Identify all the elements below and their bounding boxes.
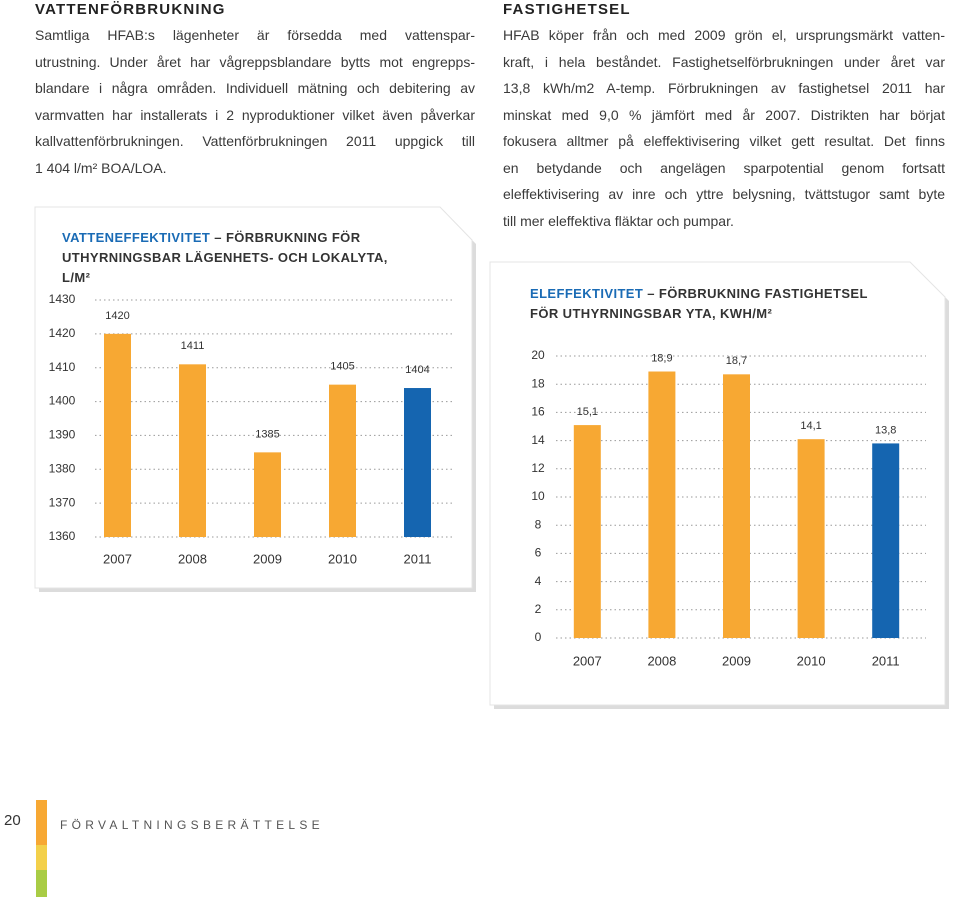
value-label: 18,7 [726,355,747,367]
y-tick-label: 12 [531,461,545,475]
y-tick-label: 1420 [49,326,76,340]
paragraph: HFAB köper från och med 2009 grön el, ur… [503,22,945,234]
text-line: Samtliga HFAB:s lägenheter är försedda m… [35,27,475,43]
x-tick-label: 2009 [722,653,751,668]
footer-section: FÖRVALTNINGSBERÄTTELSE [60,818,324,832]
bar [179,364,206,537]
chart-title: VATTENEFFEKTIVITET – FÖRBRUKNING FÖR UTH… [62,228,402,288]
heading: FASTIGHETSEL [503,1,631,18]
paragraph: Samtliga HFAB:s lägenheter är försedda m… [35,22,475,181]
bar [872,443,900,638]
bar [254,452,281,537]
value-label: 14,1 [800,420,821,432]
y-tick-label: 10 [531,489,545,503]
x-tick-label: 2007 [573,653,602,668]
bar [404,388,431,537]
y-tick-label: 1370 [49,495,76,509]
text-line: kraft, i hela beståndet. Fastighetselför… [503,53,945,70]
y-tick-label: 14 [531,433,545,447]
value-label: 13,8 [875,424,896,436]
x-tick-label: 2011 [404,551,432,566]
chart-subtitle: – FÖRBRUKNING FASTIGHETSEL FÖR UTHYRNING… [530,286,868,321]
y-tick-label: 1400 [49,394,76,408]
bar [797,439,825,638]
text-line: fokusera alltmer på eleffektivisering vi… [503,133,945,149]
footer-bar [36,870,47,897]
footer-bar [36,845,47,870]
text-line: eleffektivisering av inre och yttre bely… [503,186,945,202]
text-line: en betydande och angelägen sparpotential… [503,159,945,176]
chart-title-main: VATTENEFFEKTIVITET [62,230,211,245]
y-tick-label: 4 [535,574,542,588]
value-label: 18,9 [651,352,672,364]
x-tick-label: 2011 [872,653,900,668]
footer-bar [36,800,47,845]
y-tick-label: 0 [535,630,542,644]
bar [723,374,750,638]
y-tick-label: 1380 [49,461,76,475]
text-line: till mer eleffektiva fläktar och pumpar. [503,212,734,229]
text-line: utrustning. Under året har vågreppsbland… [35,53,475,70]
value-label: 1405 [330,361,354,373]
x-tick-label: 2010 [328,551,357,566]
x-tick-label: 2008 [178,551,207,566]
text-line: 1 404 l/m² BOA/LOA. [35,159,167,176]
page-number: 20 [4,812,21,829]
y-tick-label: 1430 [49,292,76,306]
text-line: blandare i några områden. Individuell mä… [35,80,475,96]
bar [648,371,676,638]
y-tick-label: 8 [535,517,542,531]
chart-box [34,206,473,589]
value-label: 1420 [105,310,129,322]
bar [573,425,601,638]
y-tick-label: 20 [531,348,545,362]
y-tick-label: 2 [535,602,542,616]
value-label: 15,1 [577,406,598,418]
heading: VATTENFÖRBRUKNING [35,1,226,18]
text-line: varmvatten har installerats i 2 nyproduk… [35,106,475,123]
text-line: minskat med 9,0 % jämfört med år 2007. D… [503,106,945,123]
x-tick-label: 2007 [103,551,132,566]
y-tick-label: 1410 [49,360,76,374]
x-tick-label: 2010 [797,653,826,668]
chart-subtitle: – FÖRBRUKNING FÖR UTHYRNINGSBAR LÄGENHET… [62,230,388,285]
value-label: 1404 [405,364,429,376]
text-line: HFAB köper från och med 2009 grön el, ur… [503,27,945,43]
y-tick-label: 16 [531,405,545,419]
bar [104,333,131,537]
value-label: 1411 [181,340,205,352]
chart-title: ELEFFEKTIVITET – FÖRBRUKNING FASTIGHETSE… [530,284,900,324]
chart-title-main: ELEFFEKTIVITET [530,286,644,301]
y-tick-label: 18 [531,376,545,390]
text-line: 13,8 kWh/m2 A-temp. Förbrukningen av fas… [503,80,945,96]
x-tick-label: 2008 [647,653,676,668]
text-line: kallvattenförbrukningen. Vattenförbrukni… [35,133,475,149]
bar [329,384,356,537]
y-tick-label: 1390 [49,428,76,442]
x-tick-label: 2009 [253,551,282,566]
y-tick-label: 1360 [49,529,76,543]
y-tick-label: 6 [535,546,542,560]
value-label: 1385 [255,428,279,440]
chart-box [489,261,946,706]
